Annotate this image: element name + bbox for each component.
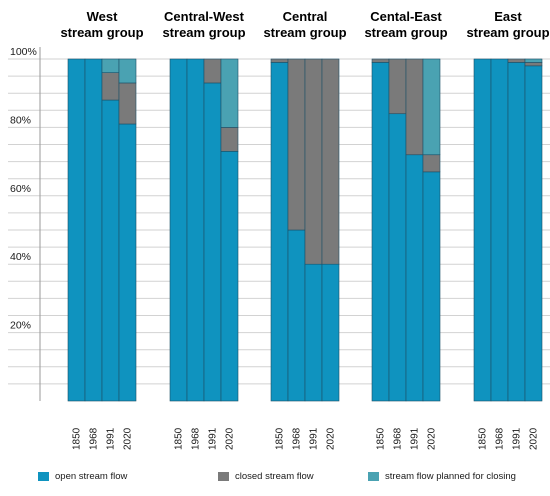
y-tick-label: 20% bbox=[10, 320, 31, 332]
bar-segment-open bbox=[287, 229, 306, 402]
bar-segment-planned bbox=[118, 58, 137, 84]
x-tick-label: 1991 bbox=[410, 427, 421, 450]
bar-segment-open bbox=[270, 62, 289, 402]
y-tick-label: 40% bbox=[10, 251, 31, 263]
bar-segment-closed bbox=[321, 58, 340, 265]
legend: open stream flow closed stream flow stre… bbox=[0, 471, 550, 491]
x-tick-label: 1850 bbox=[376, 427, 387, 450]
bar-segment-open bbox=[186, 58, 205, 402]
legend-item-open: open stream flow bbox=[38, 471, 127, 482]
bar-segment-closed bbox=[101, 72, 120, 101]
x-tick-label: 1991 bbox=[106, 427, 117, 450]
bar-segment-open bbox=[67, 58, 86, 402]
x-tick-label: 2020 bbox=[427, 427, 438, 450]
y-tick-label: 100% bbox=[10, 46, 37, 58]
bar-segment-closed bbox=[405, 58, 424, 156]
x-tick-label: 1968 bbox=[292, 427, 303, 450]
group-title: stream group bbox=[364, 25, 447, 40]
x-tick-label: 2020 bbox=[225, 427, 236, 450]
x-tick-label: 1968 bbox=[393, 427, 404, 450]
legend-swatch-open bbox=[38, 472, 49, 481]
group-title: Central-West bbox=[164, 9, 245, 24]
bar-segment-planned bbox=[220, 58, 239, 128]
x-tick-label: 2020 bbox=[123, 427, 134, 450]
x-tick-label: 1850 bbox=[275, 427, 286, 450]
x-tick-label: 1850 bbox=[72, 427, 83, 450]
bar-segment-open bbox=[84, 58, 103, 402]
group-title: East bbox=[494, 9, 522, 24]
bar-segment-closed bbox=[388, 58, 407, 115]
bar-segment-open bbox=[118, 123, 137, 402]
x-tick-label: 1968 bbox=[89, 427, 100, 450]
x-tick-label: 1991 bbox=[309, 427, 320, 450]
y-tick-label: 80% bbox=[10, 114, 31, 126]
bar-segment-open bbox=[321, 263, 340, 402]
group-title: stream group bbox=[263, 25, 346, 40]
group-title: Cental-East bbox=[370, 9, 442, 24]
x-tick-label: 1850 bbox=[174, 427, 185, 450]
bar-segment-open bbox=[220, 151, 239, 402]
bar-segment-closed bbox=[371, 58, 390, 63]
group-title: stream group bbox=[466, 25, 549, 40]
bar-segment-open bbox=[101, 99, 120, 402]
bar-segment-closed bbox=[220, 127, 239, 152]
bar-segment-open bbox=[405, 154, 424, 402]
bar-segment-open bbox=[203, 82, 222, 402]
bar-segment-open bbox=[507, 62, 526, 402]
bar-segment-closed bbox=[507, 58, 526, 63]
bar-segment-closed bbox=[524, 62, 543, 67]
x-tick-label: 1850 bbox=[478, 427, 489, 450]
bar-segment-planned bbox=[524, 58, 543, 63]
bar-segment-closed bbox=[270, 58, 289, 63]
bar-segment-open bbox=[422, 171, 441, 402]
bar-segment-closed bbox=[203, 58, 222, 84]
legend-label-open: open stream flow bbox=[55, 471, 128, 482]
x-tick-label: 1968 bbox=[191, 427, 202, 450]
bar-segment-open bbox=[304, 263, 323, 402]
bar-segment-open bbox=[388, 113, 407, 402]
bar-segment-closed bbox=[304, 58, 323, 265]
group-title: Central bbox=[283, 9, 328, 24]
y-tick-label: 60% bbox=[10, 183, 31, 195]
bar-segment-planned bbox=[422, 58, 441, 156]
group-title: stream group bbox=[162, 25, 245, 40]
bar-segment-open bbox=[169, 58, 188, 402]
legend-label-closed: closed stream flow bbox=[235, 471, 314, 482]
bar-segment-open bbox=[473, 58, 492, 402]
legend-item-planned: stream flow planned for closing bbox=[368, 471, 516, 482]
bar-segment-open bbox=[524, 65, 543, 402]
legend-swatch-planned bbox=[368, 472, 379, 481]
x-tick-label: 1968 bbox=[495, 427, 506, 450]
bar-segment-closed bbox=[422, 154, 441, 173]
bar-segment-open bbox=[490, 58, 509, 402]
bar-segment-closed bbox=[287, 58, 306, 231]
legend-label-planned: stream flow planned for closing bbox=[385, 471, 516, 482]
x-tick-label: 1991 bbox=[208, 427, 219, 450]
bar-segment-open bbox=[371, 62, 390, 402]
x-tick-label: 2020 bbox=[326, 427, 337, 450]
legend-swatch-closed bbox=[218, 472, 229, 481]
group-title: West bbox=[87, 9, 118, 24]
bar-segment-closed bbox=[118, 82, 137, 125]
bar-segment-planned bbox=[101, 58, 120, 73]
group-title: stream group bbox=[60, 25, 143, 40]
x-tick-label: 1991 bbox=[512, 427, 523, 450]
legend-item-closed: closed stream flow bbox=[218, 471, 314, 482]
x-tick-label: 2020 bbox=[529, 427, 540, 450]
